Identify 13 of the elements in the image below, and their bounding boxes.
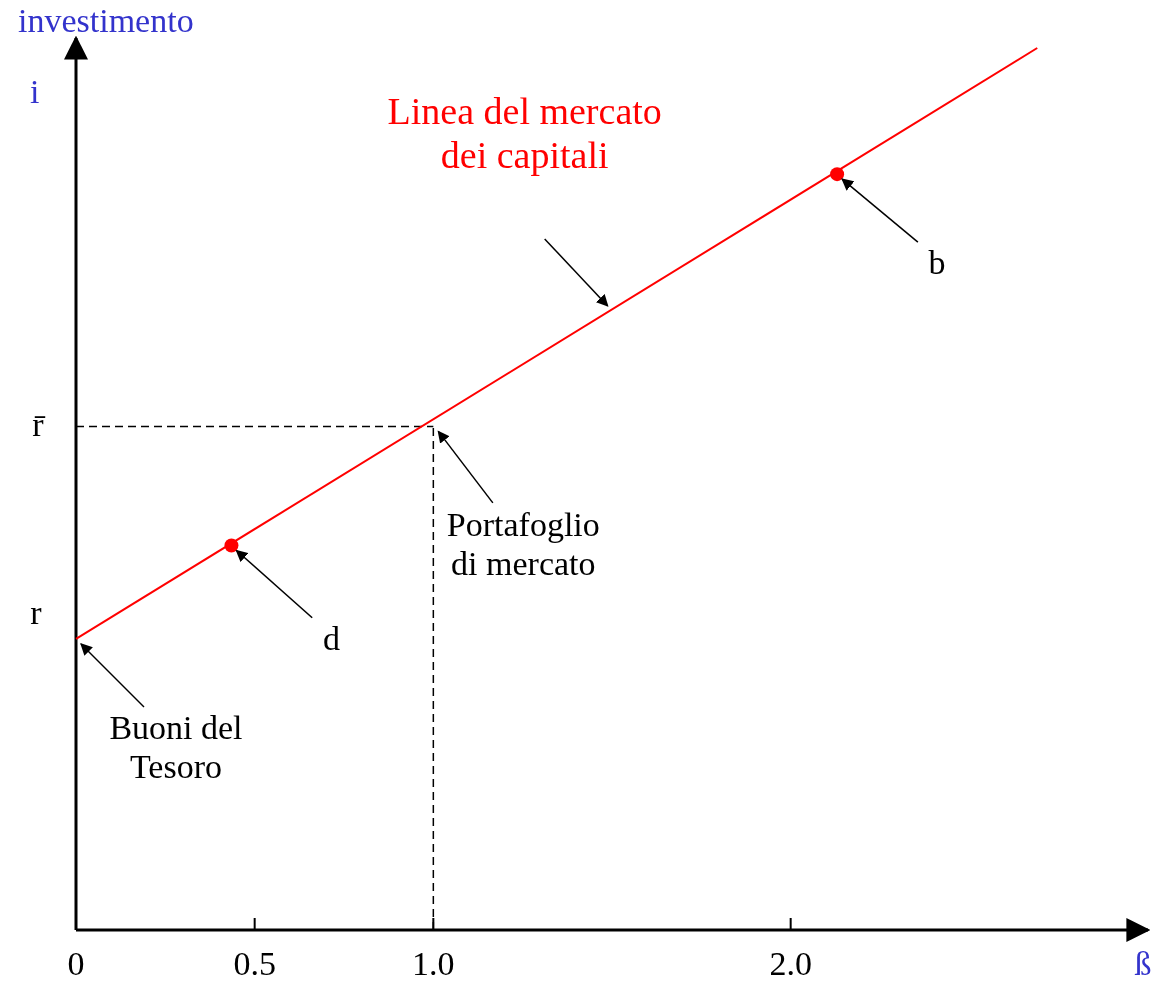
x-tick-label: 0.5	[233, 945, 276, 982]
annotation: Linea del mercato dei capitali	[387, 89, 662, 176]
annotation: b	[928, 244, 946, 282]
annotation: Buoni del Tesoro	[109, 708, 243, 786]
x-tick-label: 1.0	[412, 945, 455, 982]
annotation: r	[30, 593, 43, 631]
x-axis-title: ß	[1134, 945, 1152, 982]
ref-line-label: r̄	[32, 406, 46, 444]
y-axis-title: investimento i	[18, 2, 194, 110]
annotation: Portafoglio di mercato	[446, 506, 600, 583]
x-tick-label: 2.0	[769, 945, 812, 982]
annotation: d	[322, 620, 340, 658]
x-tick-label: 0	[67, 945, 85, 982]
